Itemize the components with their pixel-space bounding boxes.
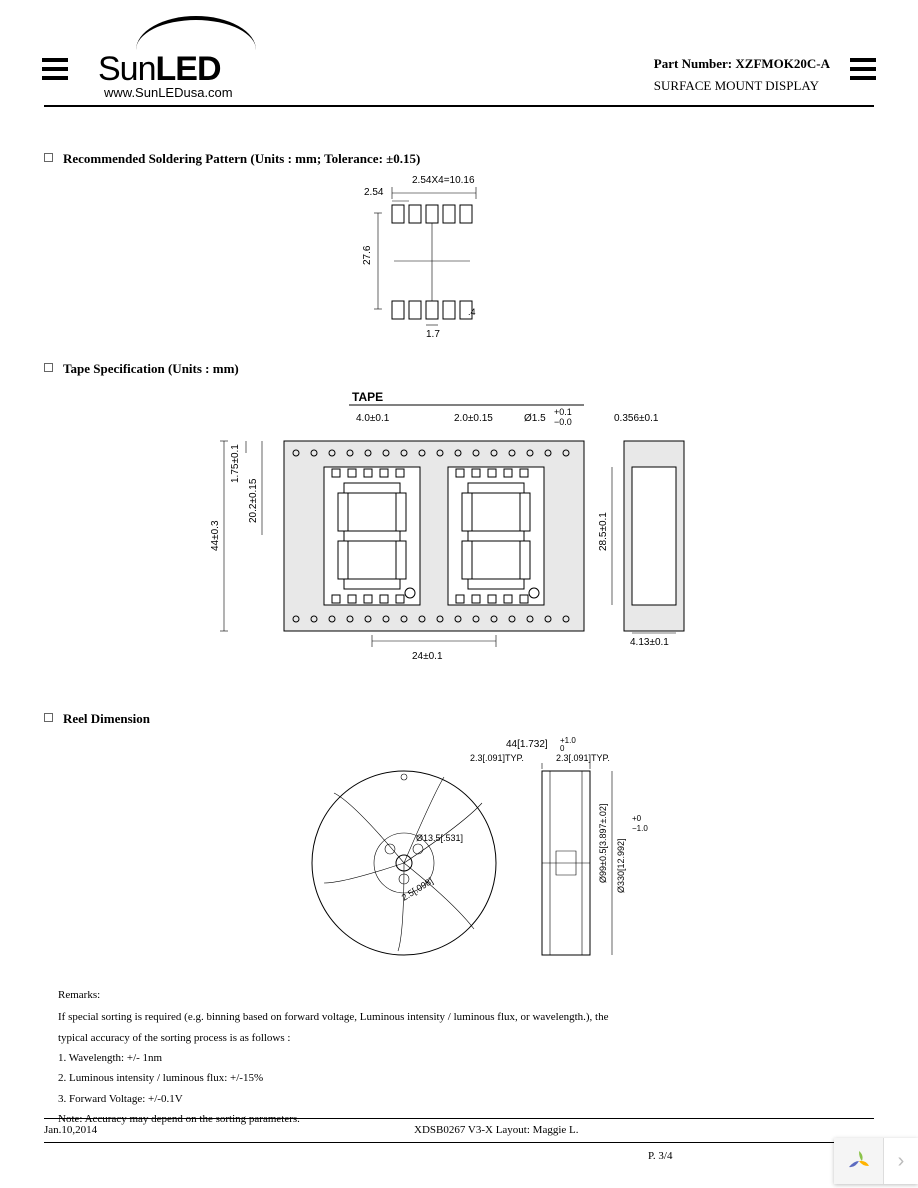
header-meta: Part Number: XZFMOK20C-A SURFACE MOUNT D…: [654, 56, 830, 94]
remarks-block: Remarks: If special sorting is required …: [58, 985, 874, 1129]
tape-spec-diagram: TAPE 4.0±0.1 2.0±0.15 Ø1.5 +0.1 −0.0 0.3…: [194, 383, 714, 673]
svg-text:2.3[.091]TYP.: 2.3[.091]TYP.: [470, 753, 524, 763]
svg-text:−1.0: −1.0: [632, 824, 648, 833]
svg-text:24±0.1: 24±0.1: [412, 651, 443, 662]
svg-text:2.54X4=10.16: 2.54X4=10.16: [412, 175, 475, 186]
svg-text:2.54: 2.54: [364, 187, 384, 198]
brand-url: www.SunLEDusa.com: [104, 85, 256, 100]
svg-text:44±0.3: 44±0.3: [210, 520, 221, 551]
header-rule: [44, 105, 874, 107]
page-number: P. 3/4: [648, 1150, 672, 1162]
svg-text:TAPE: TAPE: [352, 390, 383, 404]
svg-text:4.13±0.1: 4.13±0.1: [630, 637, 669, 648]
svg-text:−0.0: −0.0: [554, 417, 572, 427]
remarks-line: 3. Forward Voltage: +/-0.1V: [58, 1089, 874, 1109]
remarks-line: 1. Wavelength: +/- 1nm: [58, 1048, 874, 1068]
section-title-tape: Tape Specification (Units : mm): [44, 361, 874, 377]
svg-text:2.5[.098]: 2.5[.098]: [400, 876, 435, 903]
footer-text: Jan.10,2014 XDSB0267 V3-X Layout: Maggie…: [44, 1124, 874, 1136]
footer-rule-top: [44, 1118, 874, 1119]
svg-text:27.6: 27.6: [362, 245, 373, 265]
svg-text:Ø330[12.992]: Ø330[12.992]: [616, 838, 626, 893]
section-title-soldering: Recommended Soldering Pattern (Units : m…: [44, 151, 874, 167]
logo-word-a: Sun: [98, 50, 156, 88]
footer-doc: XDSB0267 V3-X Layout: Maggie L.: [414, 1124, 578, 1136]
product-subtitle: SURFACE MOUNT DISPLAY: [654, 78, 830, 94]
section-title-reel: Reel Dimension: [44, 711, 874, 727]
svg-text:2.3[.091]TYP.: 2.3[.091]TYP.: [556, 753, 610, 763]
svg-text:+0: +0: [632, 814, 642, 823]
svg-text:0: 0: [560, 744, 565, 753]
brand-logo: SunLED www.SunLEDusa.com: [98, 16, 256, 100]
remarks-line: 2. Luminous intensity / luminous flux: +…: [58, 1068, 874, 1088]
menu-icon[interactable]: [850, 58, 876, 80]
logo-word-b: LED: [156, 50, 221, 88]
menu-icon[interactable]: [42, 58, 68, 80]
svg-text:1.7: 1.7: [426, 329, 440, 340]
svg-text:44[1.732]: 44[1.732]: [506, 739, 548, 750]
svg-text:1.75±0.1: 1.75±0.1: [230, 444, 241, 483]
reel-dimension-diagram: 44[1.732] +1.0 0 2.3[.091]TYP. 2.3[.091]…: [294, 733, 714, 963]
svg-text:Ø13.5[.531]: Ø13.5[.531]: [416, 833, 463, 843]
svg-text:20.2±0.15: 20.2±0.15: [248, 478, 259, 523]
remarks-line: typical accuracy of the sorting process …: [58, 1028, 874, 1048]
part-number-label: Part Number:: [654, 56, 732, 71]
remarks-heading: Remarks:: [58, 985, 874, 1005]
svg-text:0.356±0.1: 0.356±0.1: [614, 413, 659, 424]
footer-rule-bottom: [44, 1142, 874, 1143]
svg-text:Ø99±0.5[3.897±.02]: Ø99±0.5[3.897±.02]: [598, 804, 608, 883]
svg-text:28.5±0.1: 28.5±0.1: [598, 512, 609, 551]
svg-text:Ø1.5: Ø1.5: [524, 413, 546, 424]
svg-text:.4: .4: [468, 307, 476, 317]
remarks-line: If special sorting is required (e.g. bin…: [58, 1007, 874, 1027]
chevron-right-icon: ›: [898, 1150, 905, 1173]
svg-text:4.0±0.1: 4.0±0.1: [356, 413, 390, 424]
widget-logo-icon[interactable]: [834, 1138, 884, 1184]
page-header: SunLED www.SunLEDusa.com Part Number: XZ…: [44, 20, 874, 105]
widget-next-button[interactable]: ›: [884, 1138, 918, 1184]
footer-date: Jan.10,2014: [44, 1124, 97, 1136]
soldering-pattern-diagram: 2.54X4=10.16 2.54 27.6: [334, 173, 534, 343]
part-number-value: XZFMOK20C-A: [735, 56, 830, 71]
svg-text:2.0±0.15: 2.0±0.15: [454, 413, 493, 424]
floating-widget[interactable]: ›: [834, 1138, 918, 1184]
svg-text:+0.1: +0.1: [554, 407, 572, 417]
